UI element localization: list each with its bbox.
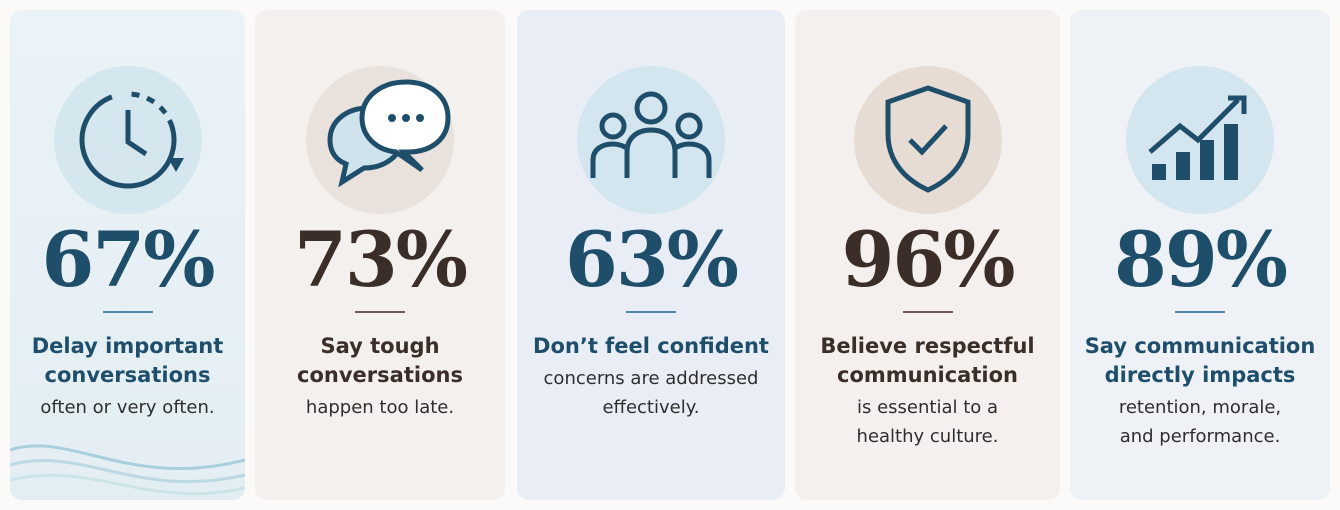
- headline: Say communication: [1084, 334, 1316, 358]
- stat-card: 96% Believe respectful communication is es…: [795, 10, 1060, 500]
- divider: [102, 311, 153, 313]
- headline: Believe respectful: [820, 334, 1035, 358]
- stat-card: 67% Delay important conversations often or…: [10, 10, 245, 500]
- stat: 63%: [565, 215, 739, 304]
- stat: 89%: [1114, 215, 1288, 304]
- headline: Delay important: [31, 334, 224, 358]
- stat-card: 89% Say communication directly impacts ret…: [1070, 10, 1330, 500]
- headline: communication: [837, 363, 1018, 387]
- text-block: Delay important conversations often or ver…: [10, 332, 245, 422]
- chat-icon: [306, 66, 454, 214]
- stat-card: 73% Say tough conversations happen too lat…: [255, 10, 505, 500]
- divider: [355, 311, 405, 313]
- text-block: Say tough conversations happen too late.: [255, 332, 505, 422]
- headline: conversations: [44, 363, 211, 387]
- headline: directly impacts: [1104, 363, 1296, 387]
- growth-icon: [1126, 66, 1274, 214]
- wave-decoration: [10, 444, 245, 496]
- stat-card: 63% Don’t feel confident concerns are add…: [517, 10, 785, 500]
- body: concerns are addressed: [543, 368, 759, 389]
- stat: 67%: [41, 215, 216, 304]
- body: is essential to a: [856, 397, 999, 418]
- clock-icon: [53, 66, 202, 214]
- text-block: Say communication directly impacts retenti…: [1070, 332, 1330, 451]
- shield-icon: [853, 66, 1002, 214]
- body: effectively.: [602, 397, 700, 418]
- divider: [902, 311, 953, 313]
- headline: Say tough: [320, 334, 440, 358]
- people-icon: [577, 66, 725, 214]
- stat: 73%: [294, 215, 468, 304]
- divider: [626, 311, 676, 313]
- text-block: Believe respectful communication is essent…: [795, 332, 1060, 451]
- body: happen too late.: [305, 397, 455, 418]
- body: retention, morale,: [1118, 397, 1282, 418]
- body: healthy culture.: [856, 426, 999, 447]
- headline: Don’t feel confident: [533, 334, 769, 358]
- text-block: Don’t feel confident concerns are address…: [517, 332, 785, 422]
- headline: conversations: [297, 363, 463, 387]
- body: and performance.: [1119, 426, 1281, 447]
- divider: [1175, 311, 1225, 313]
- stat: 96%: [841, 215, 1016, 304]
- body: often or very often.: [40, 397, 215, 418]
